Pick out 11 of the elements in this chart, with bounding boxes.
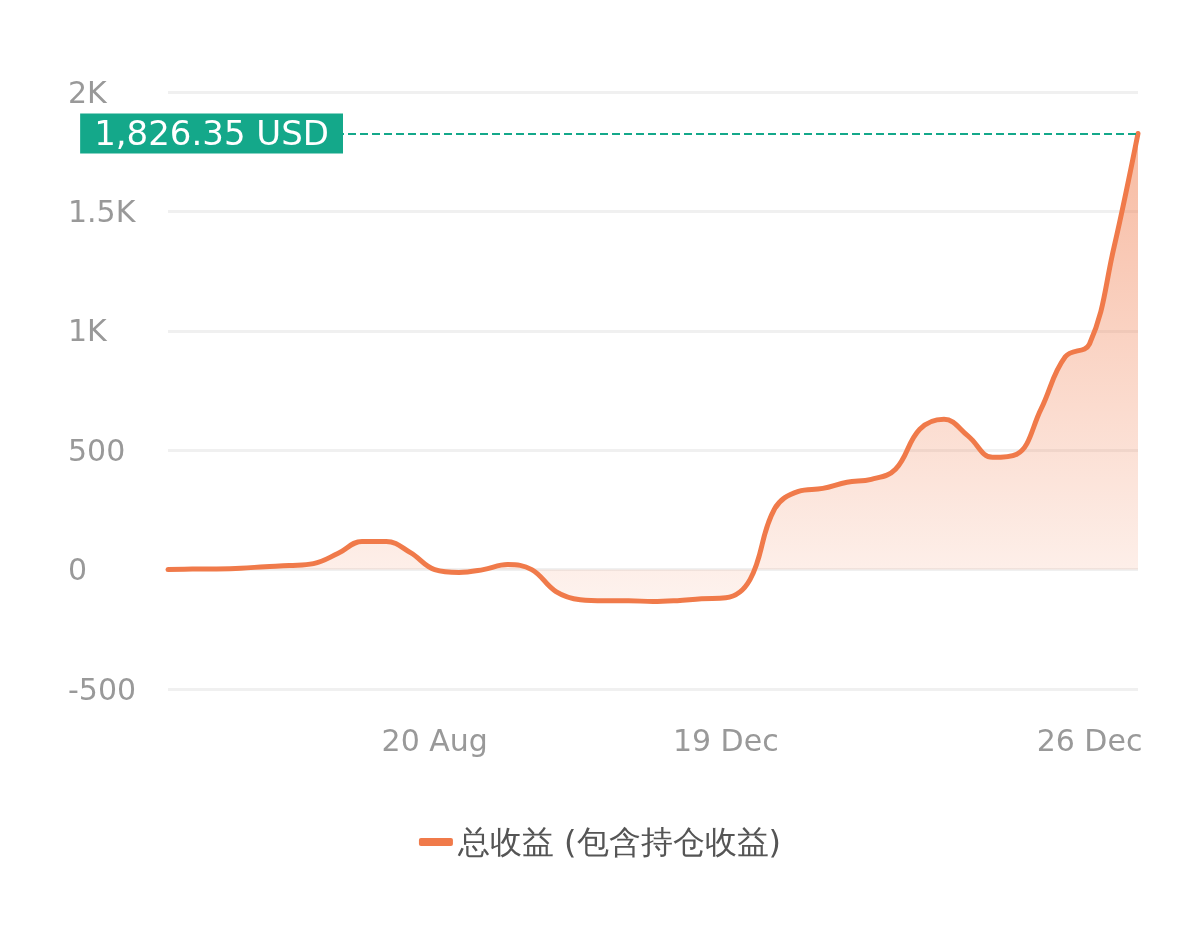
y-tick-label: 0 [68, 552, 88, 588]
legend-label: 总收益 (包含持仓收益) [456, 823, 782, 861]
x-tick-label: 20 Aug [381, 722, 488, 758]
y-tick-label: 500 [68, 432, 126, 468]
y-tick-label: 1K [68, 313, 109, 349]
x-tick-label: 19 Dec [672, 722, 779, 758]
y-tick-label: -500 [68, 671, 137, 707]
x-tick-label: 26 Dec [1036, 722, 1143, 758]
y-tick-label: 1.5K [68, 193, 137, 229]
y-tick-label: 2K [68, 74, 109, 110]
ref-line-label: 1,826.35 USD [94, 113, 329, 154]
